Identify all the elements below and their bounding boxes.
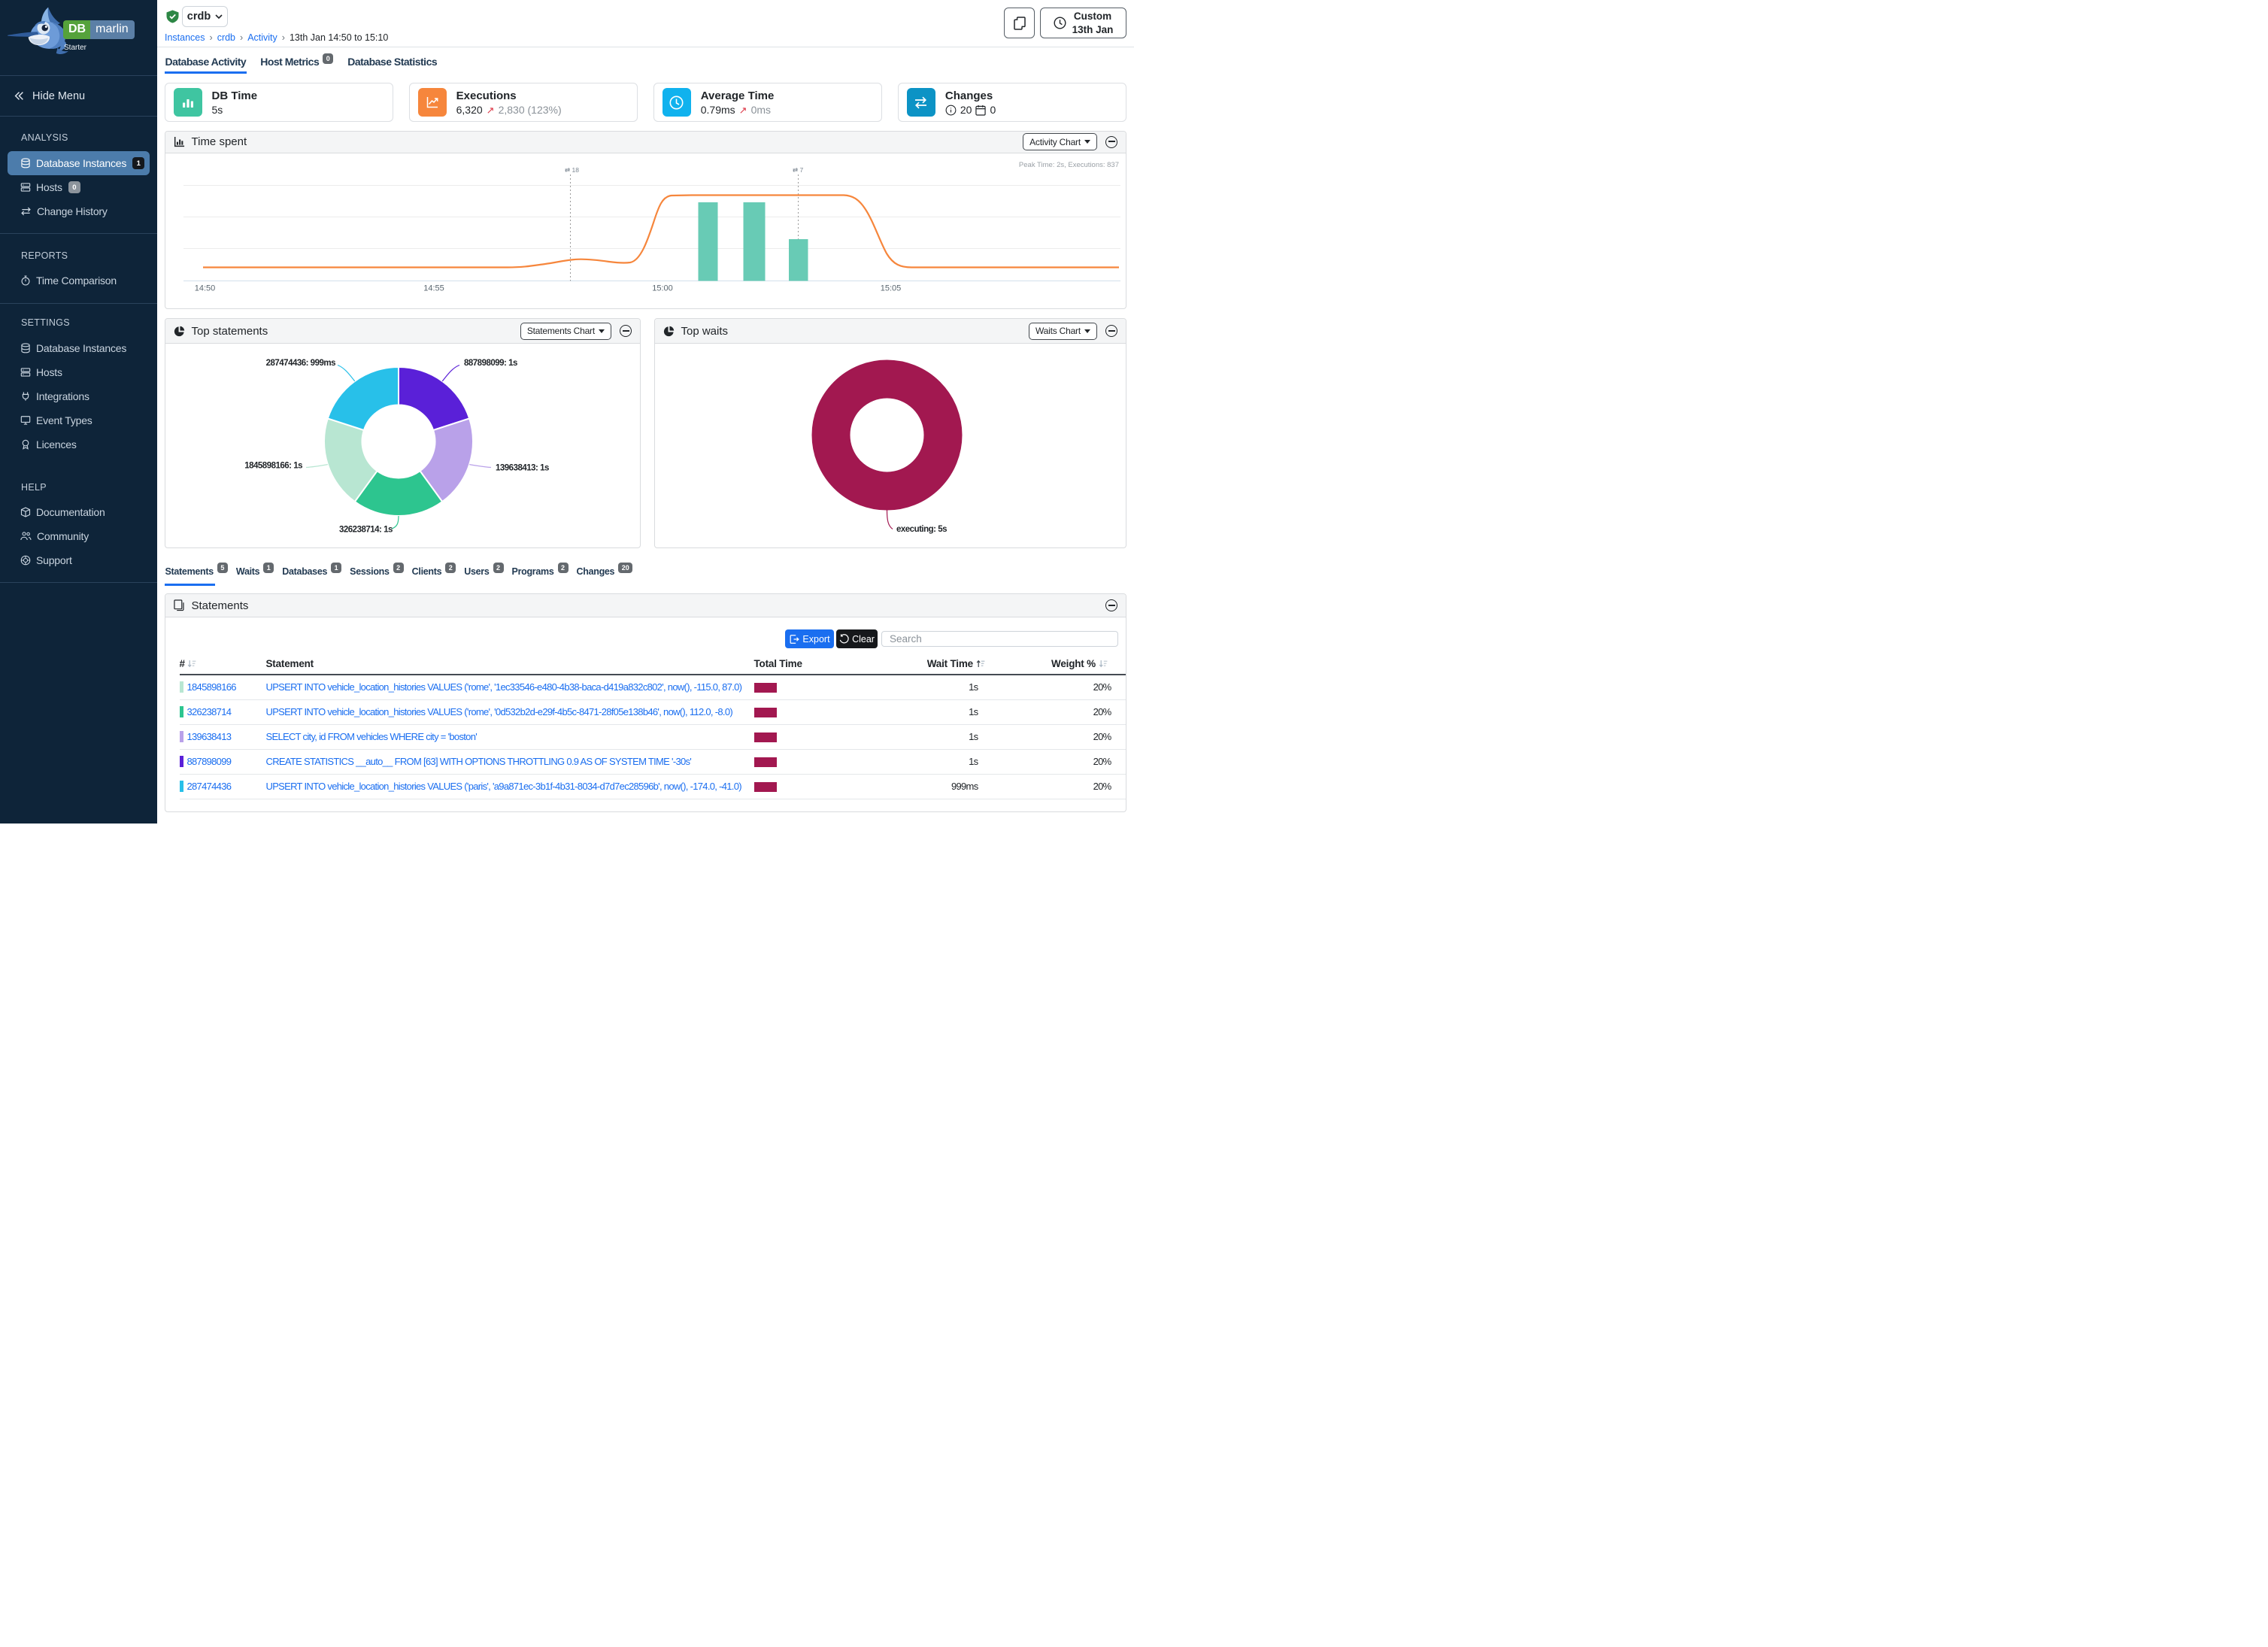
svg-text:⇄ 18: ⇄ 18 (565, 166, 579, 174)
svg-text:executing: 5s: executing: 5s (896, 525, 947, 534)
svg-text:1845898166: 1s: 1845898166: 1s (244, 462, 302, 471)
svg-text:14:50: 14:50 (194, 284, 215, 293)
svg-text:14:55: 14:55 (423, 284, 444, 293)
svg-text:⇄ 7: ⇄ 7 (793, 166, 803, 174)
svg-text:15:00: 15:00 (652, 284, 673, 293)
svg-text:887898099: 1s: 887898099: 1s (464, 359, 517, 368)
svg-text:287474436: 999ms: 287474436: 999ms (265, 359, 335, 368)
svg-text:Peak Time: 2s, Executions: 837: Peak Time: 2s, Executions: 837 (1018, 161, 1118, 169)
svg-text:15:05: 15:05 (880, 284, 901, 293)
svg-text:326238714: 1s: 326238714: 1s (339, 526, 393, 535)
svg-text:139638413: 1s: 139638413: 1s (496, 464, 549, 473)
